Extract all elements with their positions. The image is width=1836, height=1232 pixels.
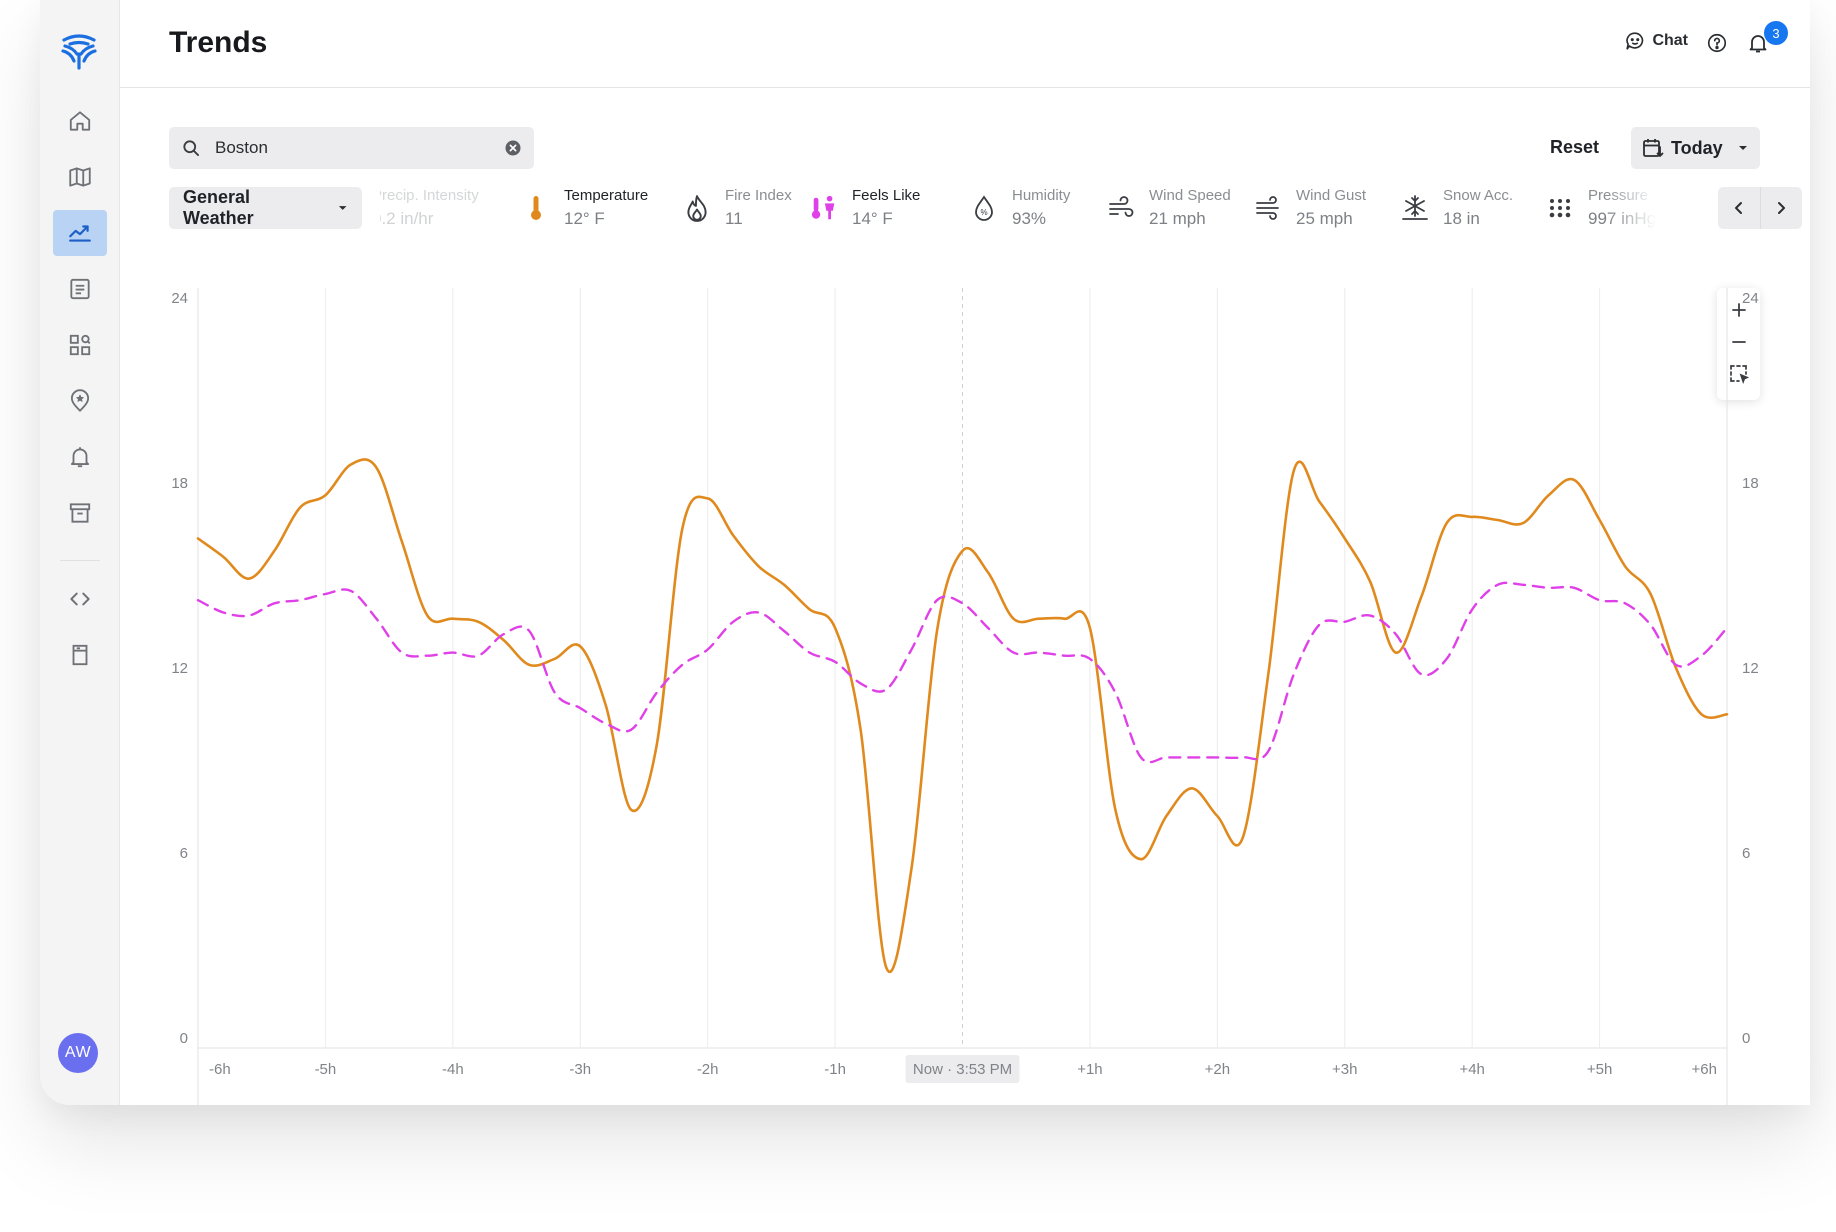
chat-button[interactable]: Chat <box>1624 30 1688 52</box>
sidebar-item-reports[interactable] <box>53 266 107 312</box>
metric-label: Precip. Intensity <box>380 187 479 204</box>
caret-down-icon <box>338 206 347 210</box>
metric-value: 18 in <box>1443 209 1480 228</box>
sidebar-divider <box>60 560 100 561</box>
metric-fire-index[interactable]: Fire Index 11 <box>683 180 792 236</box>
calendar-download-icon <box>1643 139 1664 157</box>
sidebar: AW <box>40 0 120 1105</box>
metric-pager <box>1718 187 1802 229</box>
metric-label: Wind Gust <box>1296 187 1367 204</box>
grid-search-icon <box>69 334 91 356</box>
metric-pressure[interactable]: Pressure 997 inHg <box>1546 180 1656 236</box>
location-search <box>169 127 534 169</box>
chart-zoom-controls <box>1717 288 1760 400</box>
metric-label: Humidity <box>1012 187 1071 204</box>
book-icon <box>72 644 88 666</box>
plus-icon <box>1731 303 1746 317</box>
metric-label: Fire Index <box>725 187 792 204</box>
reset-button[interactable]: Reset <box>1550 137 1600 157</box>
chat-bubble-icon <box>1626 32 1644 50</box>
home-icon <box>69 111 91 131</box>
search-icon <box>183 140 199 156</box>
sidebar-item-locations[interactable] <box>53 378 107 424</box>
box-zoom-button[interactable] <box>1724 358 1754 390</box>
user-avatar[interactable]: AW <box>58 1033 98 1073</box>
sidebar-item-alerts[interactable] <box>53 434 107 480</box>
clear-search-icon[interactable] <box>504 139 522 157</box>
archive-box-icon <box>69 503 91 523</box>
snowflake-icon <box>1402 195 1428 220</box>
metric-humidity[interactable]: % Humidity 93% <box>970 180 1070 236</box>
help-icon[interactable] <box>1706 32 1728 54</box>
sidebar-item-home[interactable] <box>53 98 107 144</box>
metric-value: 93% <box>1012 209 1047 228</box>
date-range-select[interactable]: Today <box>1631 127 1760 169</box>
metric-value: 11 <box>725 209 743 228</box>
metric-value: 0.2 in/hr <box>380 209 434 228</box>
sidebar-item-developer[interactable] <box>53 576 107 622</box>
notifications-bell-icon[interactable] <box>1746 31 1770 55</box>
map-icon <box>69 167 91 187</box>
code-icon <box>70 592 90 606</box>
humidity-icon: % <box>975 195 993 221</box>
metric-label: Snow Acc. <box>1443 187 1514 204</box>
metric-label: Temperature <box>564 187 649 204</box>
thermometer-icon <box>531 196 541 220</box>
app-window: AW Trends Chat 3 Reset <box>40 0 1810 1105</box>
metrics-next-button[interactable] <box>1759 187 1803 229</box>
metric-label: Wind Speed <box>1149 187 1231 204</box>
trend-chart-icon <box>69 225 91 242</box>
app-logo-icon[interactable] <box>57 30 101 70</box>
location-star-icon <box>70 389 90 412</box>
flame-icon <box>687 195 707 222</box>
metric-value: 14° F <box>852 209 893 228</box>
metric-value: 21 mph <box>1149 209 1206 228</box>
metric-value: 12° F <box>564 209 605 228</box>
metric-label: Feels Like <box>852 187 921 204</box>
category-label: General Weather <box>183 187 254 228</box>
metric-feels-like[interactable]: Feels Like 14° F <box>810 180 920 236</box>
metric-precip-intensity[interactable]: Precip. Intensity 0.2 in/hr <box>380 180 479 236</box>
notification-count-badge: 3 <box>1764 21 1788 45</box>
metric-wind-speed[interactable]: Wind Speed 21 mph <box>1107 180 1231 236</box>
bell-icon <box>70 447 90 468</box>
chevron-right-icon <box>1778 202 1786 214</box>
wind-gust-icon <box>1256 196 1279 220</box>
box-select-icon <box>1729 365 1749 384</box>
pressure-dots-icon <box>1549 199 1571 218</box>
chevron-left-icon <box>1734 202 1742 214</box>
metric-wind-gust[interactable]: Wind Gust 25 mph <box>1254 180 1366 236</box>
document-list-icon <box>70 278 90 300</box>
sidebar-item-archive[interactable] <box>53 490 107 536</box>
page-header: Trends Chat 3 <box>120 0 1810 88</box>
metric-temperature[interactable]: Temperature 12° F <box>522 180 648 236</box>
search-input[interactable] <box>215 138 504 158</box>
zoom-in-button[interactable] <box>1724 294 1754 326</box>
wind-icon <box>1109 196 1134 217</box>
metric-label: Pressure <box>1588 187 1649 204</box>
minus-icon <box>1731 341 1746 343</box>
metric-value: 997 inHg <box>1588 209 1657 228</box>
sidebar-item-widgets[interactable] <box>53 322 107 368</box>
page-title: Trends <box>169 26 268 59</box>
chat-label: Chat <box>1652 32 1688 49</box>
metric-selector: Precip. Intensity 0.2 in/hr Temperature 12… <box>380 180 1670 236</box>
metric-value: 25 mph <box>1296 209 1353 228</box>
sidebar-item-trends[interactable] <box>53 210 107 256</box>
metrics-prev-button[interactable] <box>1718 187 1760 229</box>
sidebar-item-docs[interactable] <box>53 632 107 678</box>
svg-text:%: % <box>980 208 987 217</box>
sidebar-item-map[interactable] <box>53 154 107 200</box>
category-select[interactable]: General Weather <box>169 187 362 229</box>
metric-snow-accumulation[interactable]: Snow Acc. 18 in <box>1401 180 1513 236</box>
date-range-label: Today <box>1671 137 1723 158</box>
caret-down-icon <box>1738 146 1747 150</box>
feels-like-icon <box>811 195 835 220</box>
zoom-out-button[interactable] <box>1724 326 1754 358</box>
